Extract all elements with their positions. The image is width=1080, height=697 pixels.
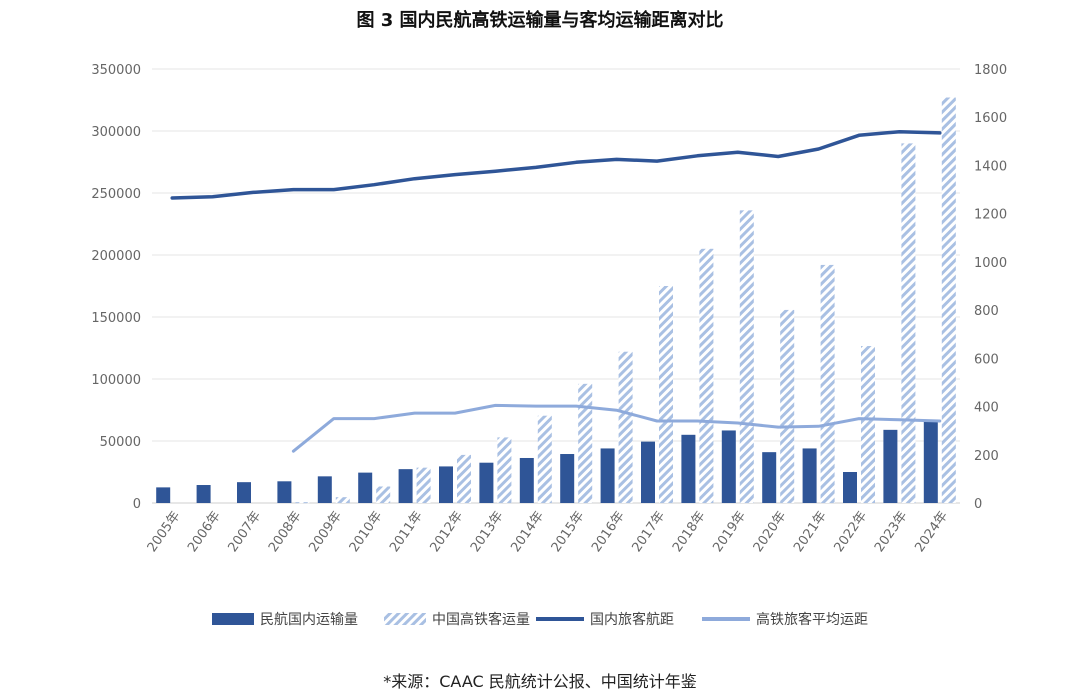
y-right-tick-label: 400 <box>974 401 999 416</box>
bar-high-speed-rail <box>497 437 512 503</box>
bar-high-speed-rail <box>901 143 916 503</box>
x-tick-label: 2019年 <box>710 509 749 555</box>
y-left-tick-label: 350000 <box>91 63 141 78</box>
bar-domestic-air <box>802 448 817 503</box>
x-tick-label: 2022年 <box>832 509 871 555</box>
y-left-tick-label: 150000 <box>91 311 141 326</box>
x-tick-label: 2012年 <box>428 509 467 555</box>
bar-high-speed-rail <box>699 248 714 503</box>
bar-domestic-air <box>641 441 655 503</box>
bar-domestic-air <box>156 487 171 503</box>
legend-label: 高铁旅客平均运距 <box>756 611 868 628</box>
x-tick-label: 2023年 <box>872 509 911 555</box>
y-right-tick-label: 1000 <box>974 256 1007 271</box>
bar-high-speed-rail <box>618 351 633 503</box>
bar-domestic-air <box>681 434 696 503</box>
line-hsr-avg-distance <box>291 403 942 453</box>
bar-domestic-air <box>600 448 615 503</box>
y-left-tick-label: 300000 <box>91 125 141 140</box>
bar-domestic-air <box>923 419 938 503</box>
legend: 民航国内运输量 中国高铁客运量 国内旅客航距 高铁旅客平均运距 <box>212 611 868 628</box>
bar-high-speed-rail <box>376 486 391 503</box>
legend-item-domestic-air: 民航国内运输量 <box>212 612 358 628</box>
bar-domestic-air <box>560 454 575 503</box>
y-right-tick-label: 1800 <box>974 63 1007 78</box>
x-tick-label: 2021年 <box>791 509 830 555</box>
x-tick-label: 2014年 <box>508 509 547 555</box>
source-note: *来源：CAAC 民航统计公报、中国统计年鉴 <box>383 672 697 691</box>
bar-high-speed-rail <box>861 346 875 503</box>
legend-item-domestic-air-distance: 国内旅客航距 <box>536 611 674 628</box>
x-tick-label: 2007年 <box>226 509 265 555</box>
bar-domestic-air <box>358 472 373 503</box>
bar-high-speed-rail <box>457 454 471 503</box>
bar-high-speed-rail <box>578 383 593 503</box>
line-domestic-air-distance <box>170 129 942 200</box>
y-right-tick-label: 600 <box>974 352 999 367</box>
x-tick-label: 2018年 <box>670 509 709 555</box>
legend-swatch <box>384 613 426 625</box>
bar-domestic-air <box>883 429 898 503</box>
x-tick-label: 2005年 <box>145 509 184 555</box>
y-right-tick-label: 1400 <box>974 159 1007 174</box>
lines-group <box>170 129 942 453</box>
bar-high-speed-rail <box>780 309 795 503</box>
bar-high-speed-rail <box>537 415 552 503</box>
bar-domestic-air <box>721 430 736 503</box>
y-left-tick-label: 250000 <box>91 187 141 202</box>
x-tick-label: 2010年 <box>347 509 386 555</box>
y-right-tick-label: 800 <box>974 304 999 319</box>
x-tick-label: 2008年 <box>266 509 305 555</box>
bar-domestic-air <box>479 462 494 503</box>
x-tick-label: 2011年 <box>387 509 426 555</box>
x-tick-label: 2024年 <box>912 509 951 555</box>
bar-high-speed-rail <box>820 264 835 503</box>
x-tick-label: 2016年 <box>589 509 628 555</box>
x-tick-label: 2013年 <box>468 509 507 555</box>
bar-high-speed-rail <box>659 286 673 503</box>
bar-domestic-air <box>317 476 332 503</box>
legend-label: 民航国内运输量 <box>260 612 358 628</box>
chart-title: 图 3 国内民航高铁运输量与客均运输距离对比 <box>356 10 724 31</box>
x-tick-label: 2020年 <box>751 509 790 555</box>
x-tick-label: 2009年 <box>306 509 345 555</box>
y-right-tick-label: 200 <box>974 449 999 464</box>
bar-high-speed-rail <box>335 497 350 503</box>
bar-domestic-air <box>519 457 534 503</box>
legend-swatch <box>212 613 254 625</box>
x-tick-label: 2017年 <box>630 509 669 555</box>
y-right-tick-label: 1200 <box>974 208 1007 223</box>
y-left-tick-label: 50000 <box>100 435 141 450</box>
x-tick-label: 2015年 <box>549 509 588 555</box>
bar-high-speed-rail <box>295 502 310 504</box>
y-left-tick-label: 0 <box>133 497 141 512</box>
gridlines <box>152 68 960 504</box>
legend-item-high-speed-rail: 中国高铁客运量 <box>384 611 530 628</box>
y-right-tick-label: 0 <box>974 497 982 512</box>
bars-group <box>156 97 956 504</box>
x-tick-label: 2006年 <box>185 509 224 555</box>
bar-high-speed-rail <box>739 210 754 504</box>
bar-domestic-air <box>277 481 292 503</box>
y-left-tick-label: 200000 <box>91 249 141 264</box>
bar-domestic-air <box>762 452 777 503</box>
bar-domestic-air <box>398 469 413 503</box>
bar-high-speed-rail <box>941 97 956 504</box>
legend-item-hsr-avg-distance: 高铁旅客平均运距 <box>702 611 868 628</box>
y-left-tick-label: 100000 <box>91 373 141 388</box>
bar-high-speed-rail <box>416 467 431 503</box>
y-right-tick-label: 1600 <box>974 111 1007 126</box>
bar-domestic-air <box>439 466 453 503</box>
legend-label: 国内旅客航距 <box>590 611 674 628</box>
bar-domestic-air <box>843 472 857 503</box>
legend-label: 中国高铁客运量 <box>432 611 530 628</box>
bar-domestic-air <box>196 485 211 503</box>
bar-domestic-air <box>237 482 251 503</box>
